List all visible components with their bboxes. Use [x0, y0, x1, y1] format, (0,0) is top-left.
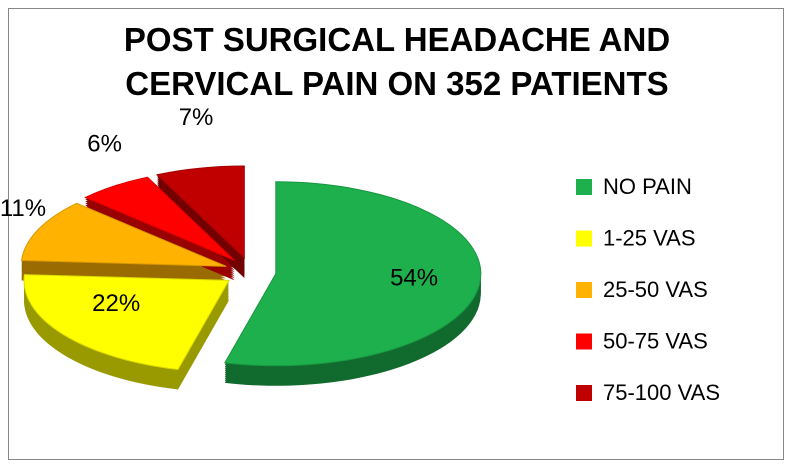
chart-title: POST SURGICAL HEADACHE AND CERVICAL PAIN…: [123, 21, 671, 102]
legend-swatch: [576, 333, 592, 350]
legend-swatch: [576, 230, 592, 247]
legend-label: 75-100 VAS: [603, 380, 720, 405]
data-label: 54%: [390, 264, 438, 291]
data-label: 6%: [87, 130, 122, 157]
slice: [84, 176, 236, 261]
slice: [20, 202, 227, 267]
slice: [156, 165, 245, 260]
data-label: 22%: [92, 290, 140, 317]
legend-label: 50-75 VAS: [603, 328, 708, 353]
legend-label: NO PAIN: [603, 174, 692, 199]
legend-label: 25-50 VAS: [603, 277, 708, 302]
legend-swatch: [576, 282, 592, 298]
legend-label: 1-25 VAS: [603, 225, 696, 250]
data-label: 7%: [179, 104, 214, 131]
slice: [224, 181, 482, 367]
legend-swatch: [576, 385, 592, 401]
data-label: 11%: [0, 195, 46, 222]
legend-swatch: [576, 179, 592, 195]
chart-frame: [8, 8, 784, 460]
slice: [23, 274, 230, 371]
